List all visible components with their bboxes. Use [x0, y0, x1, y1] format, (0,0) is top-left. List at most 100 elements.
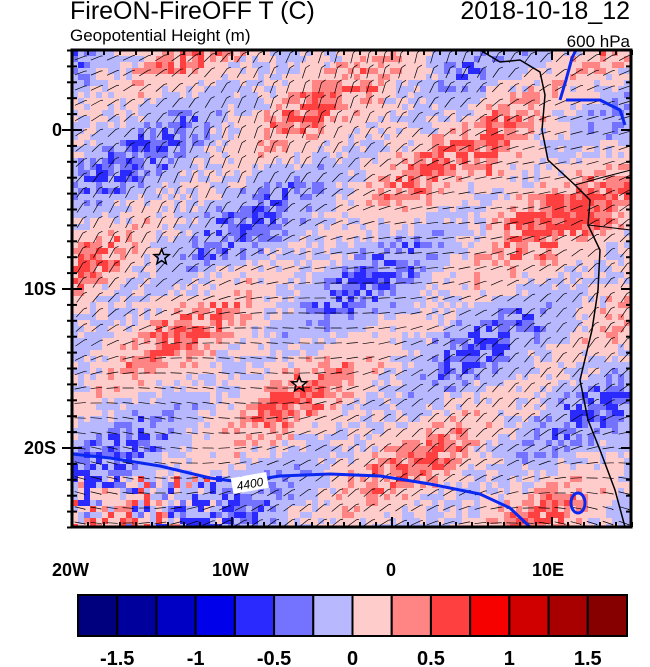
wind-barb-flag	[243, 51, 247, 54]
field-cell	[516, 206, 522, 212]
field-cell	[204, 146, 210, 152]
field-cell	[240, 512, 246, 518]
field-cell	[522, 494, 528, 500]
field-cell	[612, 62, 618, 68]
field-cell	[324, 410, 330, 416]
field-cell	[600, 350, 606, 356]
field-cell	[156, 416, 162, 422]
field-cell	[468, 266, 474, 272]
field-cell	[618, 398, 624, 404]
wind-barb	[461, 67, 467, 79]
field-cell	[456, 254, 462, 260]
wind-barb	[618, 70, 630, 76]
field-cell	[414, 476, 420, 482]
field-cell	[372, 80, 378, 86]
field-cell	[540, 452, 546, 458]
field-cell	[264, 434, 270, 440]
field-cell	[528, 68, 534, 74]
field-cell	[312, 62, 318, 68]
field-cell	[210, 320, 216, 326]
field-cell	[378, 464, 384, 470]
field-cell	[72, 152, 78, 158]
field-cell	[222, 272, 228, 278]
field-cell	[552, 200, 558, 206]
field-cell	[366, 80, 372, 86]
field-cell	[138, 218, 144, 224]
field-cell	[414, 320, 420, 326]
field-cell	[594, 488, 600, 494]
field-cell	[90, 518, 96, 524]
field-cell	[114, 458, 120, 464]
field-cell	[444, 362, 450, 368]
field-cell	[348, 368, 354, 374]
field-cell	[462, 452, 468, 458]
field-cell	[498, 332, 504, 338]
field-cell	[354, 488, 360, 494]
field-cell	[126, 230, 132, 236]
field-cell	[192, 362, 198, 368]
field-cell	[354, 110, 360, 116]
wind-barb-flag	[433, 65, 439, 69]
field-cell	[414, 188, 420, 194]
field-cell	[348, 128, 354, 134]
field-cell	[330, 68, 336, 74]
field-cell	[390, 272, 396, 278]
field-cell	[384, 86, 390, 92]
field-cell	[378, 500, 384, 506]
field-cell	[552, 518, 558, 524]
field-cell	[504, 272, 510, 278]
field-cell	[240, 230, 246, 236]
field-cell	[258, 224, 264, 230]
wind-barb-flag	[499, 66, 503, 69]
field-cell	[84, 416, 90, 422]
field-cell	[132, 374, 138, 380]
field-cell	[624, 290, 630, 296]
field-cell	[612, 122, 618, 128]
field-cell	[564, 224, 570, 230]
field-cell	[210, 314, 216, 320]
field-cell	[168, 344, 174, 350]
field-cell	[270, 140, 276, 146]
field-cell	[318, 86, 324, 92]
field-cell	[192, 326, 198, 332]
field-cell	[420, 146, 426, 152]
field-cell	[528, 374, 534, 380]
field-cell	[582, 296, 588, 302]
field-cell	[558, 476, 564, 482]
field-cell	[534, 182, 540, 188]
field-cell	[450, 164, 456, 170]
field-cell	[150, 74, 156, 80]
field-cell	[312, 260, 318, 266]
field-cell	[564, 350, 570, 356]
field-cell	[414, 464, 420, 470]
field-cell	[144, 344, 150, 350]
field-cell	[132, 236, 138, 242]
field-cell	[588, 176, 594, 182]
field-cell	[174, 56, 180, 62]
field-cell	[558, 350, 564, 356]
field-cell	[192, 440, 198, 446]
field-cell	[474, 452, 480, 458]
field-cell	[474, 260, 480, 266]
field-cell	[534, 188, 540, 194]
field-cell	[498, 248, 504, 254]
field-cell	[528, 506, 534, 512]
field-cell	[426, 464, 432, 470]
field-cell	[558, 146, 564, 152]
field-cell	[408, 326, 414, 332]
field-cell	[552, 374, 558, 380]
field-cell	[108, 428, 114, 434]
field-cell	[258, 500, 264, 506]
field-cell	[240, 344, 246, 350]
field-cell	[624, 236, 630, 242]
field-cell	[114, 362, 120, 368]
field-cell	[516, 170, 522, 176]
field-cell	[588, 410, 594, 416]
field-cell	[330, 278, 336, 284]
field-cell	[276, 494, 282, 500]
field-cell	[456, 68, 462, 74]
field-cell	[426, 182, 432, 188]
field-cell	[420, 290, 426, 296]
wind-barb-flag	[305, 79, 310, 84]
field-cell	[492, 260, 498, 266]
